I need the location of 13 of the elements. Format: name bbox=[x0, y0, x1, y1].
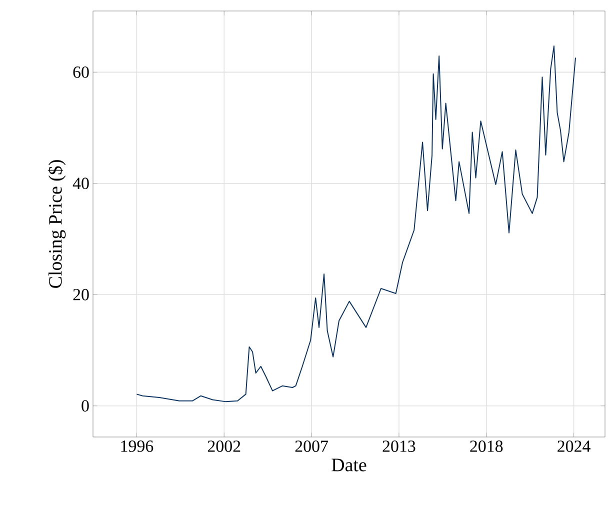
x-tick-label: 1996 bbox=[121, 440, 154, 452]
x-tick-label: 2024 bbox=[558, 440, 590, 452]
x-tick-label: 2002 bbox=[208, 440, 240, 452]
y-axis-title: Closing Price ($) bbox=[48, 160, 66, 288]
x-axis-title: Date bbox=[332, 458, 366, 472]
y-tick-label: 60 bbox=[73, 66, 89, 78]
y-tick-label: 40 bbox=[72, 178, 89, 190]
y-tick-label: 20 bbox=[73, 288, 89, 300]
x-tick-label: 2007 bbox=[295, 440, 328, 452]
x-tick-label: 2013 bbox=[382, 440, 416, 452]
y-tick-label: 0 bbox=[82, 400, 89, 412]
line-series bbox=[136, 46, 576, 402]
x-tick-label: 2018 bbox=[470, 440, 503, 452]
